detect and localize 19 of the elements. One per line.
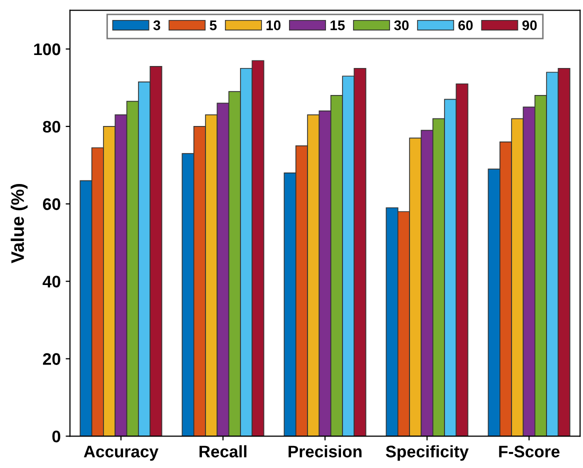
y-tick-label: 80 bbox=[42, 120, 60, 133]
legend-label: 15 bbox=[330, 20, 345, 30]
y-tick-label: 60 bbox=[43, 198, 60, 210]
legend-label: 30 bbox=[394, 20, 409, 30]
y-axis-title: Value (%) bbox=[10, 184, 28, 264]
legend-label: 90 bbox=[522, 20, 537, 30]
y-tick-label: 40 bbox=[42, 276, 60, 288]
legend-label: 10 bbox=[266, 20, 281, 30]
y-tick-label: 0 bbox=[52, 430, 60, 442]
legend-label: 3 bbox=[153, 20, 160, 30]
x-tick-label: Recall bbox=[200, 445, 246, 458]
x-tick-label: F-Score bbox=[499, 446, 560, 458]
x-tick-label: Specificity bbox=[386, 445, 469, 461]
x-tick-label: Precision bbox=[288, 445, 362, 458]
x-tick-label: Accuracy bbox=[84, 446, 158, 461]
legend-label: 5 bbox=[210, 20, 217, 30]
y-tick-label: 20 bbox=[42, 353, 60, 365]
legend-label: 60 bbox=[458, 20, 473, 30]
y-tick-label: 100 bbox=[34, 43, 60, 56]
